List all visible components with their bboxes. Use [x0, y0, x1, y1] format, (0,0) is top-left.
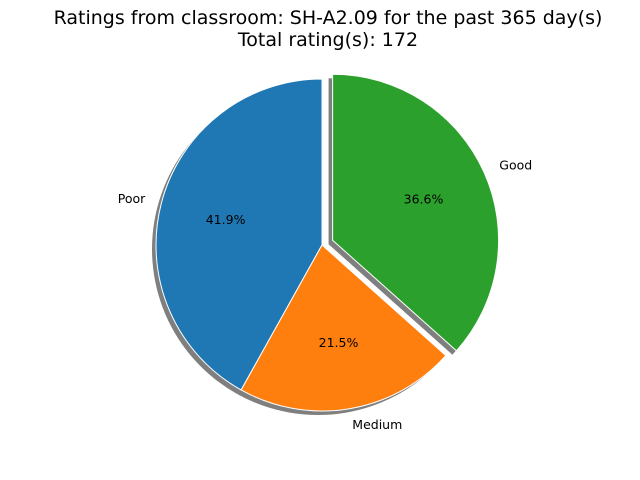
- pie-slice-good: [332, 73, 500, 352]
- pie-slice-layer: [155, 73, 500, 412]
- pie-percent-label-medium: 21.5%: [319, 335, 359, 350]
- pie-label-layer: 41.9% Poor 21.5% Medium 36.6% Good: [118, 158, 532, 433]
- chart-title: Ratings from classroom: SH-A2.09 for the…: [0, 7, 640, 51]
- pie-slice-label-good: Good: [499, 158, 532, 173]
- pie-slice-poor: [155, 78, 323, 391]
- pie-slice-label-medium: Medium: [352, 417, 402, 432]
- pie-percent-label-poor: 41.9%: [206, 212, 246, 227]
- pie-slice-label-poor: Poor: [118, 191, 146, 206]
- pie-percent-label-good: 36.6%: [404, 192, 444, 207]
- pie-slice-medium: [240, 244, 447, 412]
- chart-title-line: Ratings from classroom: SH-A2.09 for the…: [53, 7, 603, 29]
- chart-subtitle-line: Total rating(s): 172: [237, 29, 419, 51]
